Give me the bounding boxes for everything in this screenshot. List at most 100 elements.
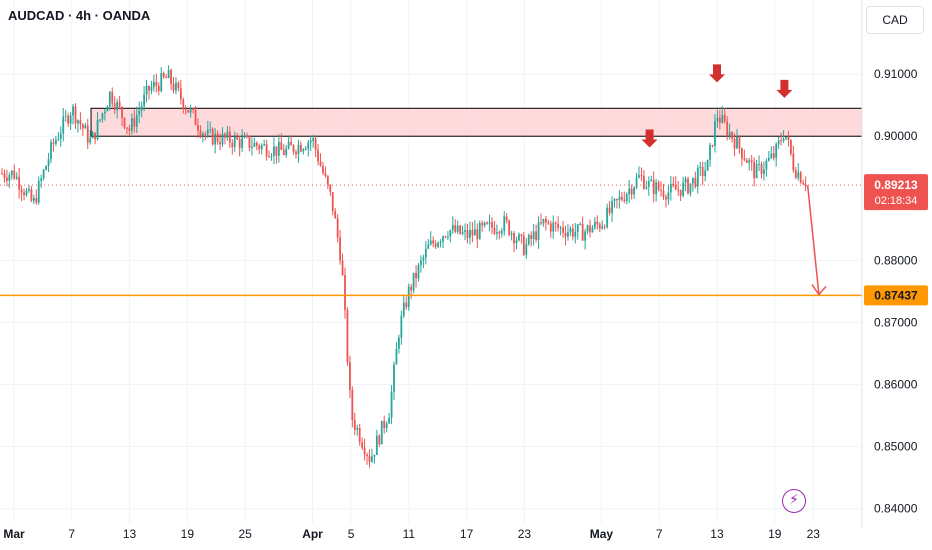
y-tick-label: 0.88000 (874, 253, 918, 267)
candle-body (290, 141, 292, 146)
y-tick-label: 0.90000 (874, 129, 918, 143)
candle-body (371, 456, 373, 462)
candle-body (449, 230, 452, 237)
candle-body (635, 177, 638, 188)
candle-body (775, 144, 778, 158)
candle-body (236, 136, 239, 140)
candle-body (545, 218, 547, 223)
candle-body (282, 149, 285, 155)
candle-body (138, 110, 141, 115)
candle-body (586, 225, 589, 232)
candle-body (157, 85, 160, 92)
candles-layer (1, 65, 807, 468)
candle-body (273, 146, 275, 156)
x-tick-label: 7 (656, 527, 663, 541)
candle-body (665, 196, 667, 200)
candle-body (221, 133, 224, 145)
candle-body (162, 73, 165, 77)
candle-body (150, 87, 153, 91)
candle-body (192, 108, 194, 110)
candle-body (581, 223, 584, 241)
candle-body (331, 192, 334, 212)
candle-body (135, 114, 138, 127)
peak-arrow-icon (641, 129, 658, 148)
candle-body (133, 118, 136, 127)
candle-body (243, 136, 246, 138)
candle-body (113, 103, 116, 110)
candle-body (383, 420, 386, 428)
y-tick-label: 0.86000 (874, 378, 918, 392)
candle-body (255, 142, 258, 146)
candle-body (172, 83, 175, 91)
candle-body (25, 190, 28, 196)
candle-body (643, 175, 645, 189)
candle-body (341, 260, 344, 276)
candle-body (346, 309, 349, 363)
candle-body (559, 227, 562, 229)
candle-body (194, 109, 197, 126)
candle-body (390, 391, 393, 418)
candle-body (486, 222, 488, 224)
candle-body (79, 120, 82, 125)
candle-body (52, 142, 55, 144)
candle-body (317, 149, 319, 162)
candle-body (787, 136, 790, 140)
candle-body (476, 229, 479, 240)
candle-body (277, 141, 280, 156)
candle-body (444, 236, 447, 238)
x-tick-label: 13 (710, 527, 724, 541)
candle-body (410, 286, 413, 291)
lightning-icon[interactable]: ⚡ (782, 489, 806, 513)
candle-body (481, 222, 484, 226)
candle-body (763, 169, 765, 174)
candle-body (143, 94, 145, 107)
candle-body (407, 286, 410, 308)
candle-body (613, 199, 616, 201)
candle-body (461, 231, 464, 234)
candle-body (537, 222, 540, 240)
candle-body (616, 199, 618, 201)
projection-line[interactable] (806, 185, 820, 295)
candle-body (35, 197, 38, 203)
candle-body (709, 144, 711, 160)
candle-body (67, 115, 70, 124)
symbol-title[interactable]: AUDCAD · 4h · OANDA (8, 8, 151, 23)
candle-body (118, 101, 121, 107)
candle-body (525, 244, 528, 255)
projection-arrowhead-icon (811, 284, 827, 296)
candle-body (726, 121, 729, 136)
candle-body (496, 232, 498, 234)
candle-body (388, 417, 390, 424)
candle-body (94, 132, 96, 140)
candle-body (420, 260, 422, 266)
candle-body (451, 225, 454, 231)
candle-body (540, 222, 542, 224)
candle-body (40, 178, 43, 182)
candle-body (216, 133, 219, 142)
candle-body (500, 230, 503, 234)
candle-body (363, 447, 366, 455)
candle-body (513, 233, 515, 244)
candle-body (231, 142, 234, 147)
candle-body (625, 194, 628, 202)
candle-body (32, 197, 35, 201)
candle-body (638, 175, 640, 178)
x-tick-label: 23 (807, 527, 821, 541)
y-tick-label: 0.84000 (874, 502, 918, 516)
x-tick-label: 13 (123, 527, 137, 541)
candle-body (633, 187, 635, 195)
candle-body (238, 139, 241, 148)
candle-body (116, 101, 119, 110)
candle-body (123, 117, 126, 128)
candle-body (50, 142, 52, 160)
candle-body (439, 241, 442, 243)
candle-body (307, 142, 310, 149)
candle-body (804, 184, 807, 187)
candle-body (361, 442, 364, 448)
candle-body (777, 140, 780, 145)
candle-body (723, 114, 726, 122)
candle-body (682, 182, 684, 196)
currency-button[interactable]: CAD (866, 6, 924, 34)
resistance-zone[interactable] (90, 107, 863, 137)
